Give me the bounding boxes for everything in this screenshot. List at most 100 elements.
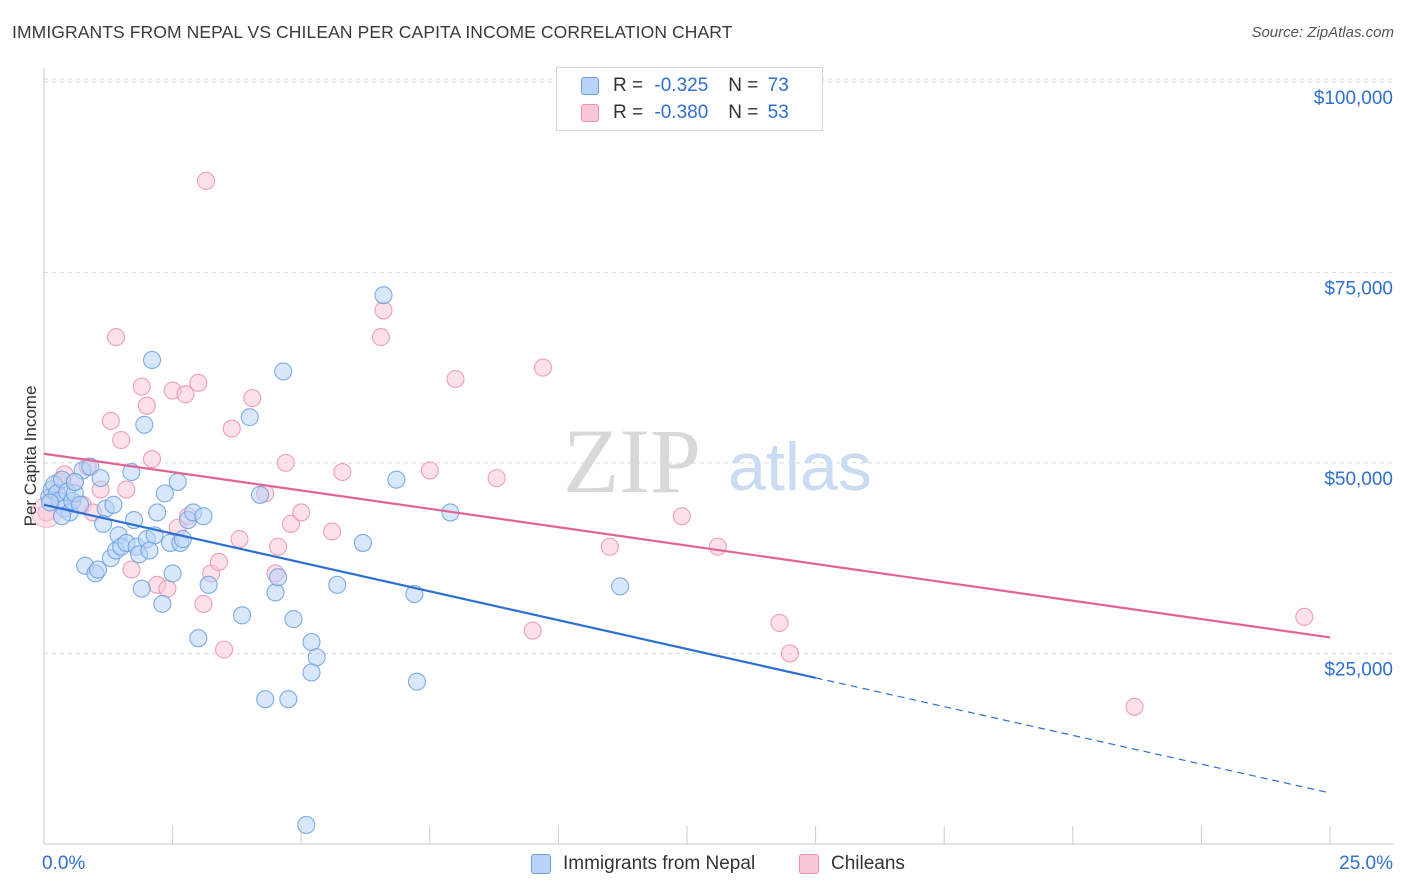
nepal-trend-extrapolation: [815, 677, 1331, 794]
legend-r-label: R =: [613, 102, 644, 123]
nepal-point: [132, 579, 151, 598]
chileans-point: [196, 171, 216, 190]
chileans-point: [189, 373, 208, 392]
nepal-point: [240, 408, 259, 427]
nepal-point: [266, 583, 285, 602]
nepal-point: [250, 485, 270, 504]
nepal-point: [302, 663, 321, 682]
chart-title: IMMIGRANTS FROM NEPAL VS CHILEAN PER CAP…: [12, 22, 733, 42]
watermark-zip: ZIP: [563, 410, 701, 512]
chileans-point: [446, 369, 465, 389]
nepal-point: [353, 533, 372, 552]
bottom-legend-label-chileans: Chileans: [831, 853, 905, 874]
chileans-point: [122, 560, 141, 579]
bottom-legend-label-nepal: Immigrants from Nepal: [563, 853, 756, 874]
nepal-point: [194, 507, 213, 526]
nepal-point: [189, 629, 208, 648]
chileans-point: [600, 537, 619, 556]
nepal-point: [328, 575, 347, 594]
nepal-point: [88, 560, 108, 579]
chileans-point: [420, 461, 439, 480]
nepal-point: [307, 648, 326, 667]
nepal-point: [256, 690, 275, 709]
chileans-point: [117, 480, 136, 499]
chileans-point: [672, 507, 691, 526]
chileans-point: [770, 613, 789, 632]
nepal-point: [153, 594, 172, 613]
chileans-point: [106, 328, 126, 347]
chileans-point: [112, 430, 131, 450]
chileans-point: [222, 419, 241, 438]
legend-swatch-blue: [581, 77, 599, 95]
chileans-point: [214, 640, 234, 659]
nepal-point: [284, 610, 303, 629]
chileans-point: [487, 469, 506, 488]
legend-swatch-pink: [581, 104, 599, 122]
nepal-point: [91, 469, 110, 488]
nepal-point: [173, 530, 192, 549]
x-tick-label: 0.0%: [42, 853, 85, 874]
legend-row-nepal: R = -0.325 N = 73: [581, 73, 789, 99]
bottom-legend-swatch-blue: [531, 854, 551, 874]
nepal-point: [269, 568, 288, 587]
nepal-point: [81, 457, 100, 476]
source-label: Source: ZipAtlas.com: [1251, 24, 1394, 41]
legend-n-value: 73: [767, 75, 789, 96]
chileans-point: [1125, 697, 1144, 716]
legend-r-value: -0.325: [654, 75, 709, 96]
legend-n-value: 53: [767, 102, 789, 123]
chileans-point: [176, 385, 195, 404]
nepal-point: [232, 606, 252, 625]
chileans-point: [101, 411, 120, 431]
chileans-point: [137, 396, 156, 415]
watermark: ZIP atlas: [563, 410, 872, 512]
y-tick-label: $100,000: [1314, 88, 1393, 109]
y-tick-label: $25,000: [1324, 659, 1393, 680]
tick-labels: $25,000 $50,000 $75,000 $100,000 0.0% 25.0%: [42, 88, 1393, 874]
nepal-point: [274, 362, 293, 381]
nepal-point: [163, 564, 182, 583]
nepal-point: [374, 286, 393, 305]
chileans-point: [533, 358, 553, 377]
chileans-point: [194, 594, 213, 613]
axes-layer: [43, 68, 1394, 845]
chileans-point: [243, 389, 262, 408]
chileans-trend-line: [43, 452, 1331, 639]
trend-lines: [43, 452, 1331, 794]
chileans-point: [276, 453, 295, 472]
chileans-point: [333, 462, 352, 482]
nepal-point: [302, 632, 321, 652]
chileans-point: [323, 522, 342, 541]
nepal-point: [387, 470, 406, 489]
grid-layer: [44, 78, 1394, 654]
chileans-point: [708, 537, 727, 556]
chileans-point: [523, 621, 542, 640]
bottom-legend-chileans: Chileans: [799, 851, 905, 877]
chileans-point: [780, 644, 799, 663]
y-tick-label: $50,000: [1324, 469, 1393, 490]
nepal-point: [168, 472, 187, 491]
watermark-atlas: atlas: [728, 429, 872, 505]
chileans-point: [209, 552, 228, 572]
nepal-point: [65, 472, 84, 491]
chileans-point: [374, 301, 393, 320]
legend-n-label: N =: [728, 75, 759, 96]
legend-r-value: -0.380: [654, 102, 709, 123]
nepal-point: [140, 541, 159, 560]
chileans-point: [281, 514, 300, 533]
nepal-point: [135, 415, 154, 434]
legend-r-label: R =: [613, 75, 644, 96]
nepal-points: [40, 286, 630, 834]
bottom-legend-nepal: Immigrants from Nepal: [531, 851, 755, 877]
nepal-trend-line: [43, 503, 816, 679]
chileans-point: [132, 377, 151, 396]
legend-row-chileans: R = -0.380 N = 53: [581, 100, 789, 126]
y-axis-label: Per Capita Income: [21, 386, 40, 527]
nepal-point: [148, 503, 167, 522]
correlation-legend: R = -0.325 N = 73 R = -0.380 N = 53: [556, 67, 823, 131]
nepal-point: [611, 577, 630, 596]
nepal-point: [155, 484, 174, 503]
nepal-point: [104, 495, 123, 514]
nepal-point: [297, 815, 316, 834]
